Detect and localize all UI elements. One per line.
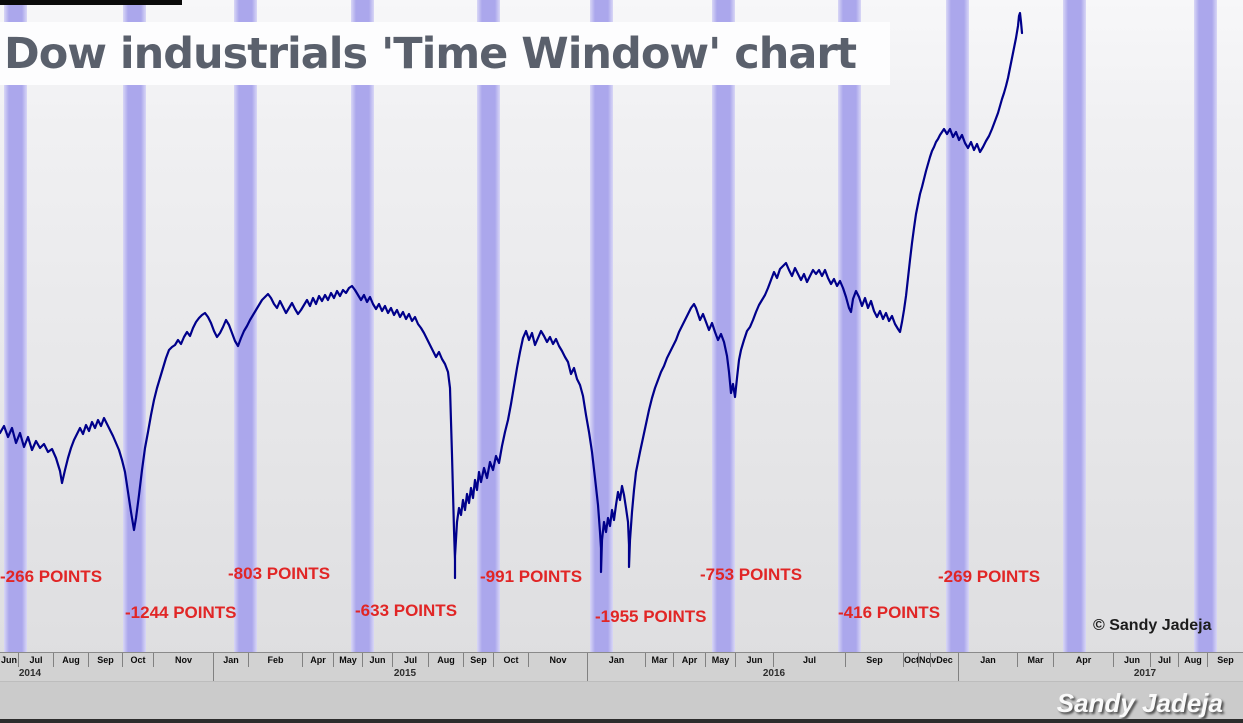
x-axis-month-label: Oct bbox=[493, 653, 528, 667]
x-axis-month-label: Jul bbox=[773, 653, 845, 667]
points-drop-label: -991 POINTS bbox=[480, 567, 583, 586]
x-axis-year-label: 2017 bbox=[1133, 668, 1157, 679]
x-axis-month-label: Aug bbox=[53, 653, 88, 667]
x-axis-month-label: Jan bbox=[958, 653, 1017, 667]
x-axis-month-label: Apr bbox=[302, 653, 333, 667]
time-window-band bbox=[351, 0, 374, 652]
x-axis-month-label: Mar bbox=[1017, 653, 1053, 667]
x-axis-month-label: Jun bbox=[735, 653, 773, 667]
x-axis-month-label: May bbox=[333, 653, 362, 667]
time-window-band bbox=[1063, 0, 1086, 652]
points-drop-label: -1244 POINTS bbox=[125, 603, 237, 622]
points-drop-label: -416 POINTS bbox=[838, 603, 941, 622]
x-axis-year-row: 2014 2015 2016 2017 bbox=[0, 667, 1243, 682]
x-axis-month-label: Sep bbox=[88, 653, 122, 667]
x-axis-month-label: Jul bbox=[18, 653, 53, 667]
x-axis-year-separator bbox=[587, 667, 588, 681]
time-window-band bbox=[234, 0, 257, 652]
x-axis-month-label: Dec bbox=[930, 653, 958, 667]
price-line bbox=[0, 11, 1024, 580]
x-axis-month-label: Feb bbox=[248, 653, 302, 667]
time-window-band bbox=[1194, 0, 1217, 652]
x-axis-month-label: Nov bbox=[528, 653, 587, 667]
points-drop-label: -269 POINTS bbox=[938, 567, 1041, 586]
x-axis-month-label: Apr bbox=[1053, 653, 1113, 667]
title-box: Dow industrials 'Time Window' chart bbox=[0, 22, 890, 85]
x-axis-month-label: Jun bbox=[0, 655, 17, 665]
x-axis-month-label: Aug bbox=[1178, 653, 1207, 667]
x-axis-year-label: 2014 bbox=[18, 668, 42, 679]
x-axis-month-label: Nov bbox=[918, 653, 937, 667]
x-axis-month-label: Mar bbox=[645, 653, 673, 667]
x-axis-month-label: Sep bbox=[1207, 653, 1243, 667]
bottom-dark-edge bbox=[0, 719, 1243, 723]
time-window-band bbox=[946, 0, 969, 652]
x-axis-month-label: Jan bbox=[213, 653, 248, 667]
chart-title: Dow industrials 'Time Window' chart bbox=[4, 28, 857, 79]
x-axis-month-label: Oct bbox=[122, 653, 153, 667]
x-axis-month-label: Apr bbox=[673, 653, 705, 667]
x-axis-month-label: Aug bbox=[428, 653, 463, 667]
x-axis-month-label: Jun bbox=[362, 653, 392, 667]
bottom-gray-strip bbox=[0, 682, 1243, 719]
x-axis-month-label: Oct bbox=[903, 653, 920, 667]
x-axis-year-separator bbox=[958, 667, 959, 681]
points-drop-label: -803 POINTS bbox=[228, 564, 331, 583]
x-axis-year-separator bbox=[213, 667, 214, 681]
copyright-text: © Sandy Jadeja bbox=[1093, 617, 1212, 634]
x-axis-month-label: Jan bbox=[587, 653, 645, 667]
x-axis-month-label: Jun bbox=[1113, 653, 1150, 667]
time-window-band bbox=[838, 0, 861, 652]
points-drop-label: -753 POINTS bbox=[700, 565, 803, 584]
points-drop-label: -266 POINTS bbox=[0, 567, 103, 586]
time-window-band bbox=[712, 0, 735, 652]
x-axis-year-label: 2015 bbox=[393, 668, 417, 679]
x-axis-year-label: 2016 bbox=[762, 668, 786, 679]
x-axis-month-label: Jul bbox=[392, 653, 428, 667]
time-window-band bbox=[4, 0, 27, 652]
signature-watermark: Sandy Jadeja bbox=[1056, 688, 1223, 718]
top-left-black-tab bbox=[0, 0, 182, 5]
x-axis-month-label: Nov bbox=[153, 653, 213, 667]
price-line-chart bbox=[0, 11, 1024, 580]
x-axis-month-label: Sep bbox=[845, 653, 903, 667]
x-axis-month-label: May bbox=[705, 653, 735, 667]
x-axis-month-label: Jul bbox=[1150, 653, 1178, 667]
time-window-band bbox=[477, 0, 500, 652]
x-axis-month-label: Sep bbox=[463, 653, 493, 667]
points-drop-label: -633 POINTS bbox=[355, 601, 458, 620]
points-drop-label: -1955 POINTS bbox=[595, 607, 707, 626]
x-axis-month-row: Jun Jul Aug Sep Oct Nov Jan Feb Apr May Jun Jul Aug S… bbox=[0, 652, 1243, 667]
